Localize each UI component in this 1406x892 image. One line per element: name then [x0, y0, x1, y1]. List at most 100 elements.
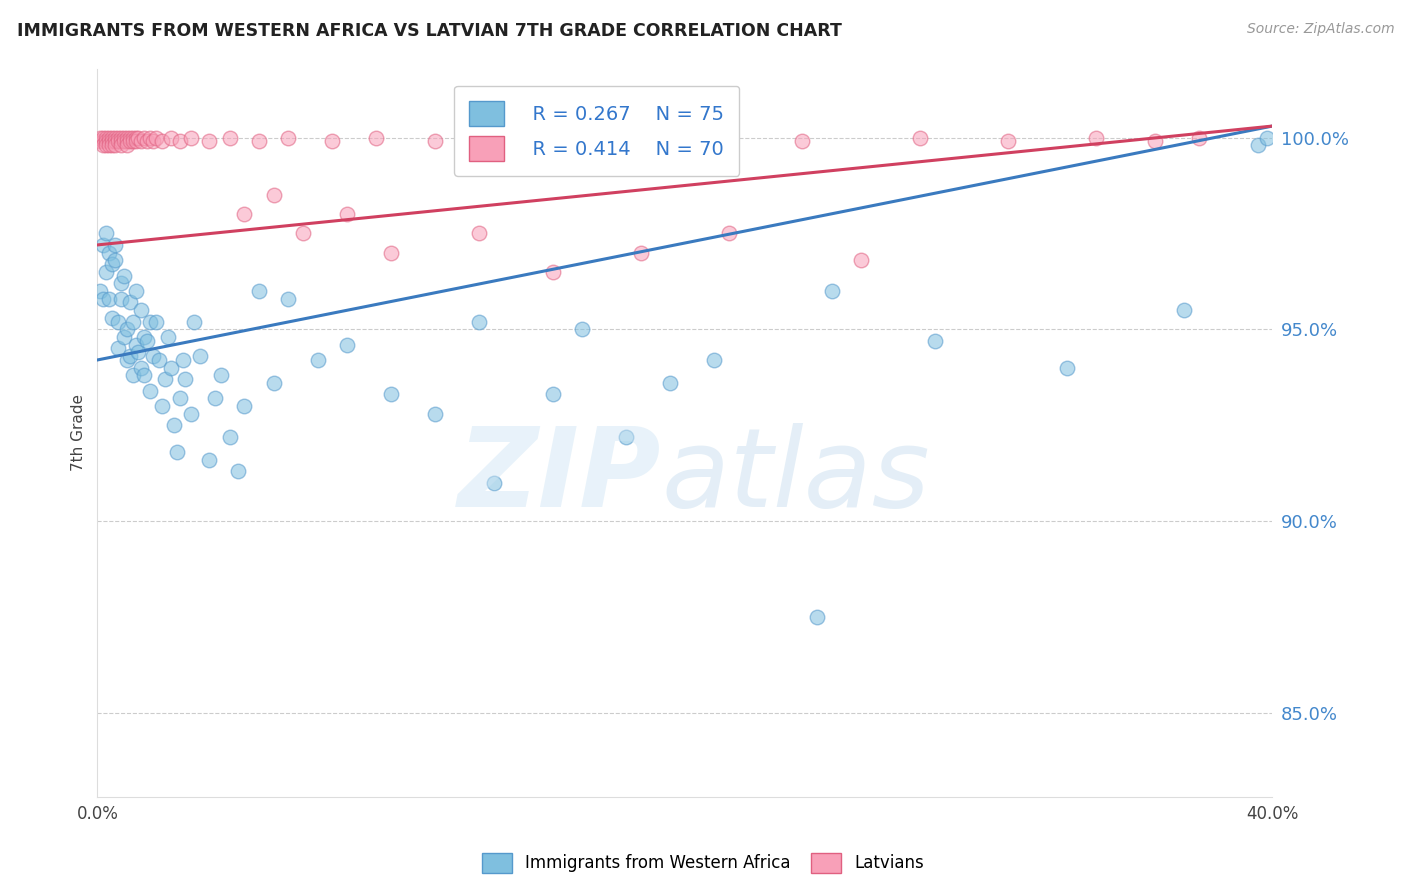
Point [247, 135, 270, 149]
Point [468, 315, 491, 329]
Text: ZIP: ZIP [458, 423, 661, 530]
Point [233, 399, 256, 413]
Text: Source: ZipAtlas.com: Source: ZipAtlas.com [1247, 22, 1395, 37]
Point [96, 130, 118, 145]
Point [139, 315, 162, 329]
Point [107, 342, 129, 356]
Point [659, 376, 682, 390]
Point [134, 330, 156, 344]
Point [482, 475, 505, 490]
Point [851, 253, 873, 268]
Point [163, 418, 186, 433]
Point [110, 277, 132, 291]
Point [183, 315, 205, 329]
Point [159, 360, 181, 375]
Point [110, 138, 132, 153]
Point [321, 135, 343, 149]
Point [101, 257, 124, 271]
Point [571, 135, 593, 149]
Point [145, 130, 167, 145]
Point [703, 353, 725, 368]
Point [89, 130, 111, 145]
Point [101, 130, 124, 145]
Point [136, 334, 159, 348]
Point [150, 135, 173, 149]
Point [115, 322, 138, 336]
Point [145, 315, 167, 329]
Point [425, 135, 447, 149]
Point [98, 135, 121, 149]
Point [98, 130, 121, 145]
Point [307, 353, 329, 368]
Point [124, 130, 146, 145]
Point [98, 292, 121, 306]
Point [112, 268, 135, 283]
Point [96, 135, 118, 149]
Point [112, 130, 135, 145]
Point [172, 353, 194, 368]
Point [115, 353, 138, 368]
Point [118, 135, 141, 149]
Point [127, 130, 149, 145]
Point [118, 130, 141, 145]
Point [104, 238, 127, 252]
Point [174, 372, 197, 386]
Point [1188, 130, 1211, 145]
Point [118, 295, 141, 310]
Point [717, 227, 740, 241]
Point [101, 310, 124, 325]
Point [380, 387, 402, 401]
Point [91, 135, 114, 149]
Point [630, 245, 652, 260]
Point [1173, 303, 1195, 318]
Point [198, 452, 221, 467]
Point [107, 315, 129, 329]
Point [806, 610, 828, 624]
Point [498, 130, 520, 145]
Point [277, 130, 299, 145]
Point [131, 135, 153, 149]
Point [228, 464, 250, 478]
Point [101, 135, 124, 149]
Point [924, 334, 946, 348]
Point [131, 303, 153, 318]
Point [180, 130, 202, 145]
Legend:   R = 0.267    N = 75,   R = 0.414    N = 70: R = 0.267 N = 75, R = 0.414 N = 70 [454, 86, 740, 177]
Point [380, 245, 402, 260]
Point [104, 135, 127, 149]
Point [908, 130, 931, 145]
Point [218, 130, 240, 145]
Y-axis label: 7th Grade: 7th Grade [72, 394, 86, 471]
Point [1085, 130, 1108, 145]
Point [110, 135, 132, 149]
Point [366, 130, 388, 145]
Point [1247, 138, 1270, 153]
Point [233, 207, 256, 221]
Point [127, 345, 149, 359]
Point [336, 207, 359, 221]
Point [188, 349, 211, 363]
Point [118, 349, 141, 363]
Point [336, 337, 359, 351]
Point [571, 322, 593, 336]
Point [997, 135, 1019, 149]
Point [110, 292, 132, 306]
Point [263, 188, 285, 202]
Point [209, 368, 232, 383]
Point [124, 135, 146, 149]
Point [89, 284, 111, 298]
Point [115, 138, 138, 153]
Point [169, 392, 191, 406]
Point [124, 337, 146, 351]
Point [159, 130, 181, 145]
Point [112, 135, 135, 149]
Point [91, 238, 114, 252]
Point [247, 284, 270, 298]
Point [104, 253, 127, 268]
Point [218, 430, 240, 444]
Text: IMMIGRANTS FROM WESTERN AFRICA VS LATVIAN 7TH GRADE CORRELATION CHART: IMMIGRANTS FROM WESTERN AFRICA VS LATVIA… [17, 22, 842, 40]
Point [792, 135, 814, 149]
Point [169, 135, 191, 149]
Point [156, 330, 179, 344]
Point [98, 245, 121, 260]
